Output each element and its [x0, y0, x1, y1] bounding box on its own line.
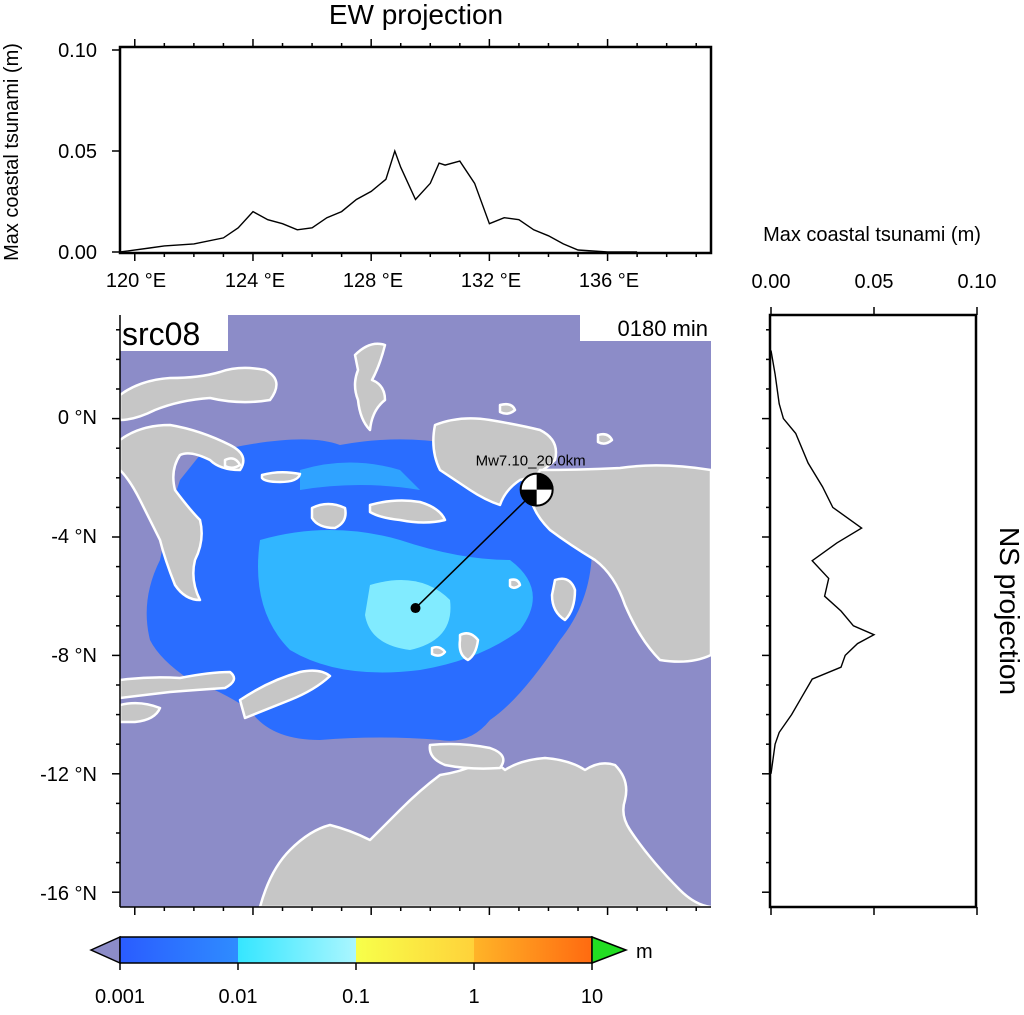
ew-title: EW projection	[329, 0, 503, 30]
ew-xtick-label: 124 °E	[225, 270, 285, 292]
ew-xtick-label: 132 °E	[461, 270, 521, 292]
landmass-sulawesi	[120, 423, 245, 602]
epicenter-link-line	[414, 489, 538, 609]
map-lat-ticks: 0 °N -4 °N -8 °N -12 °N -16 °N	[40, 407, 97, 905]
ew-ytick-label: 0.00	[58, 242, 97, 264]
map-panel: Mw7.10_20.0km src08 0180 min 0 °N -4 °N …	[40, 39, 711, 915]
landmass-birds-head	[432, 417, 558, 507]
colorbar-tick-label: 0.001	[95, 986, 145, 1008]
colorbar-tick-label: 1	[468, 986, 479, 1008]
time-label-box	[580, 315, 711, 341]
ns-xlabel: Max coastal tsunami (m)	[763, 224, 981, 246]
ns-frame-ticks	[762, 307, 978, 915]
colorbar-segment	[238, 937, 356, 963]
ns-xtick-label: 0.05	[855, 271, 894, 293]
landmass-seram	[368, 499, 447, 524]
lat-tick-label: -8 °N	[51, 645, 97, 667]
colorbar-segment	[120, 937, 238, 963]
landmass-islet	[596, 432, 614, 445]
scenario-label: src08	[122, 316, 200, 352]
colorbar-segment	[356, 937, 474, 963]
ew-xtick-label: 136 °E	[579, 270, 639, 292]
lat-tick-label: -4 °N	[51, 526, 97, 548]
ew-panel: EW projection Max coastal tsunami (m) 0.…	[1, 0, 713, 292]
scenario-label-box	[120, 315, 228, 351]
colorbar-ticks	[119, 963, 593, 970]
ew-ytick-label: 0.05	[58, 141, 97, 163]
land	[120, 342, 711, 907]
epicenter-marker	[410, 603, 421, 614]
landmass-islet	[498, 402, 517, 415]
landmass-flores	[120, 670, 236, 700]
ew-ytick-label: 0.10	[58, 40, 97, 62]
colorbar-under-arrow	[89, 935, 121, 965]
time-label: 0180 min	[617, 316, 708, 341]
landmass-sula	[260, 471, 302, 484]
lat-tick-label: -16 °N	[40, 883, 97, 905]
ns-panel: Max coastal tsunami (m) 0.00 0.05 0.10 N…	[752, 224, 1024, 915]
landmass-islet	[428, 742, 505, 770]
event-label: Mw7.10_20.0km	[476, 453, 586, 470]
landmass-australia	[258, 756, 711, 907]
landmass-sulawesi-north	[120, 366, 278, 422]
tsunami-field	[146, 439, 592, 741]
lat-tick-label: 0 °N	[58, 407, 97, 429]
landmass-tanimbar	[458, 632, 480, 662]
landmass-halmahera	[353, 342, 387, 432]
ew-plot-frame	[118, 45, 713, 255]
ns-title: NS projection	[994, 527, 1024, 695]
wave-zone-high	[365, 580, 451, 650]
colorbar-tick-label: 0.1	[342, 986, 370, 1008]
landmass-islet	[223, 457, 242, 469]
ns-plot-frame	[768, 313, 978, 909]
colorbar-tick-label: 0.01	[219, 986, 258, 1008]
landmass-new-guinea	[528, 464, 711, 663]
colorbar-over-arrow	[591, 935, 629, 965]
landmass-aru	[550, 577, 577, 622]
ew-y-ticks: 0.10 0.05 0.00	[58, 40, 120, 264]
ns-xtick-label: 0.00	[752, 271, 791, 293]
colorbar-segment	[474, 937, 592, 963]
landmass-buru	[310, 502, 347, 530]
ew-xtick-label: 128 °E	[343, 270, 403, 292]
ew-x-ticks: 120 °E 124 °E 128 °E 132 °E 136 °E	[106, 270, 639, 292]
ns-xtick-label: 0.10	[958, 271, 997, 293]
ew-xtick-label: 120 °E	[106, 270, 166, 292]
ew-ylabel: Max coastal tsunami (m)	[1, 43, 23, 261]
landmass-sumba	[120, 701, 162, 724]
colorbar-tick-label: 10	[581, 986, 603, 1008]
lat-tick-label: -12 °N	[40, 764, 97, 786]
ns-series-line	[770, 350, 876, 774]
map-frame-ticks	[112, 39, 711, 915]
landmass-timor	[238, 669, 332, 720]
landmass-islet	[430, 645, 447, 657]
wave-zone-mid	[300, 462, 420, 490]
ew-series-line	[119, 148, 638, 253]
focal-mechanism-icon	[519, 472, 554, 507]
colorbar: m 0.001 0.01 0.1 1 10	[89, 935, 653, 1008]
colorbar-unit: m	[636, 941, 653, 963]
landmass-islet	[508, 578, 522, 589]
